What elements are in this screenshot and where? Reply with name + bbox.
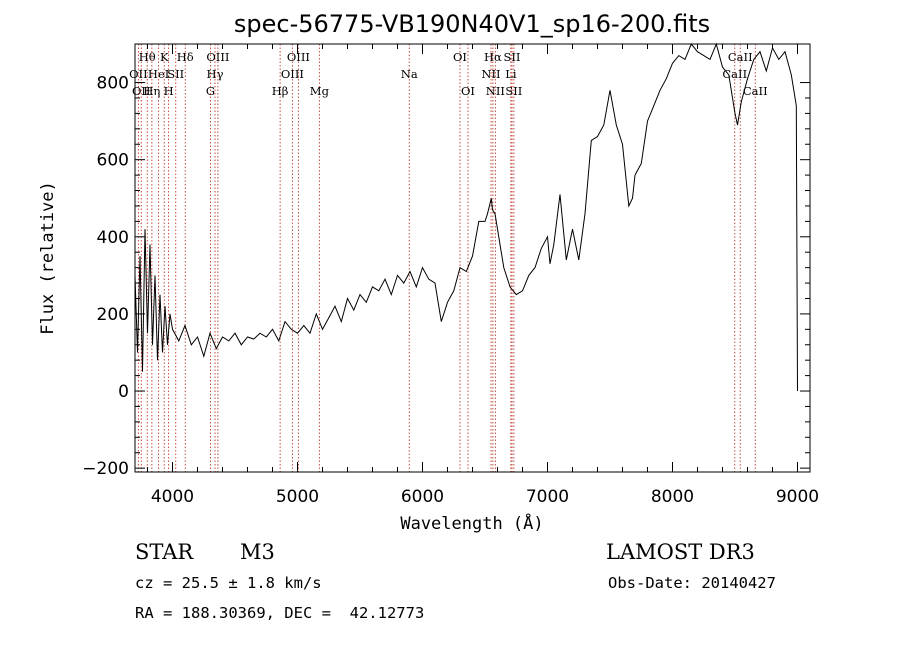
spectral-line-labels: OII OII Hθ Hη HeI K H SII Hδ G Hγ OIII Hβ OIII OIII Mg N… — [129, 50, 768, 98]
x-tick-label: 8000 — [651, 487, 694, 507]
x-tick-label: 5000 — [276, 487, 319, 507]
x-axis-label: Wavelength (Å) — [400, 512, 543, 534]
spectral-line-label: CaII — [728, 50, 753, 64]
y-tick-labels: −200 0 200 400 600 800 — [82, 74, 129, 480]
spectral-line-label: G — [206, 84, 215, 98]
spectral-line-label: Hθ — [139, 50, 156, 64]
spectral-line-label: CaII — [743, 84, 768, 98]
x-tick-label: 4000 — [151, 487, 194, 507]
survey-name: LAMOST DR3 — [606, 540, 755, 564]
plot-frame — [134, 43, 811, 473]
spectral-line-label: OII — [132, 84, 151, 98]
spectral-line-label: OII — [129, 67, 148, 81]
spectral-line-label: Na — [401, 67, 418, 81]
spectral-line-label: Hγ — [207, 67, 224, 81]
spectral-line-label: SII — [167, 67, 184, 81]
spectral-line-label: Hδ — [177, 50, 194, 64]
spectral-line-label: K — [160, 50, 169, 64]
spectral-line-label: OIII — [206, 50, 229, 64]
spectral-line-label: NII — [481, 67, 500, 81]
spectral-line-label: OIII — [281, 67, 304, 81]
spectral-line-markers — [137, 44, 756, 472]
y-tick-label: −200 — [82, 459, 129, 479]
spectral-line-label: CaII — [722, 67, 747, 81]
spectrum-series-line — [134, 42, 798, 392]
spectral-line-label: SII — [505, 84, 522, 98]
spectral-line-label: SII — [504, 50, 521, 64]
object-type: STAR — [135, 540, 194, 564]
redshift-value: cz = 25.5 ± 1.8 km/s — [135, 574, 322, 592]
y-tick-label: 0 — [118, 382, 129, 402]
spectral-line-label: OI — [453, 50, 467, 64]
spectral-line-label: Hα — [484, 50, 502, 64]
spectral-line-label: H — [164, 84, 174, 98]
spectral-line-label: OI — [461, 84, 475, 98]
axis-ticks — [135, 44, 810, 472]
observation-date: Obs-Date: 20140427 — [608, 574, 776, 592]
coordinates: RA = 188.30369, DEC = 42.12773 — [135, 604, 425, 622]
spectral-line-label: Hη — [143, 84, 160, 98]
y-tick-label: 600 — [97, 151, 129, 171]
x-tick-label: 9000 — [776, 487, 819, 507]
spectral-line-label: Li — [505, 67, 517, 81]
spectral-line-label: OIII — [287, 50, 310, 64]
x-tick-label: 6000 — [401, 487, 444, 507]
y-axis-label: Flux (relative) — [38, 181, 58, 335]
spectral-line-label: Hβ — [272, 84, 289, 98]
spectral-subclass: M3 — [240, 540, 275, 564]
spectral-line-label: NII — [486, 84, 505, 98]
spectral-line-label: HeI — [148, 67, 169, 81]
x-tick-labels: 4000 5000 6000 7000 8000 9000 — [151, 487, 819, 507]
y-tick-label: 800 — [97, 74, 129, 94]
x-tick-label: 7000 — [526, 487, 569, 507]
chart-title: spec-56775-VB190N40V1_sp16-200.fits — [234, 10, 710, 38]
spectral-line-label: Mg — [310, 84, 330, 98]
y-tick-label: 400 — [97, 228, 129, 248]
y-tick-label: 200 — [97, 305, 129, 325]
